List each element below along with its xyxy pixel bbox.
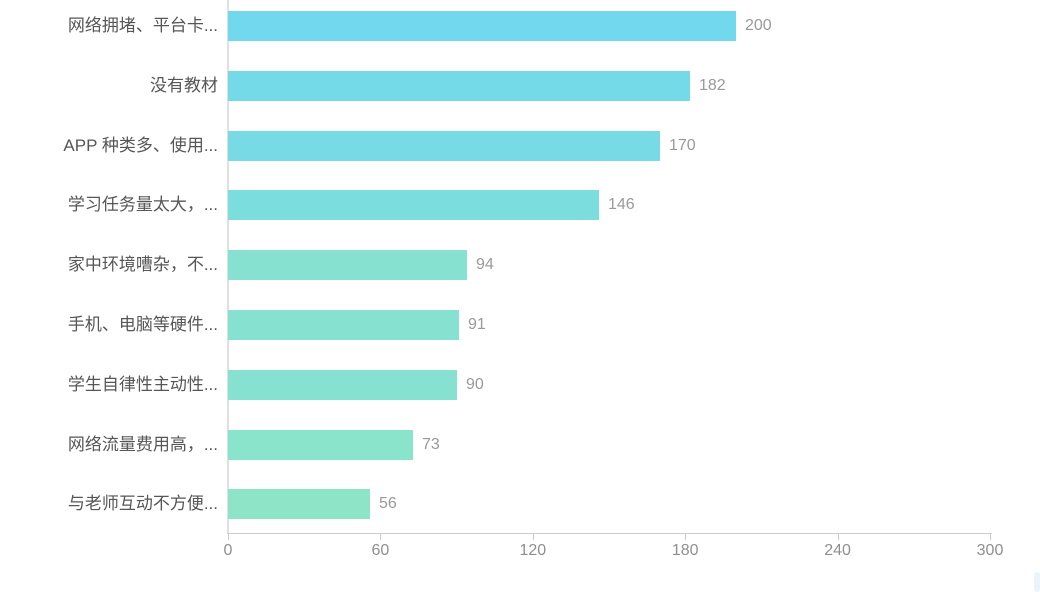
x-axis-tick-label: 300 bbox=[976, 542, 1004, 559]
scrollbar-thumb[interactable] bbox=[1034, 572, 1040, 592]
x-axis-line bbox=[227, 533, 992, 534]
category-label: 学习任务量太大，... bbox=[67, 195, 218, 215]
value-label: 200 bbox=[745, 17, 772, 34]
x-axis-tick bbox=[380, 534, 382, 540]
x-axis-tick-label: 60 bbox=[371, 542, 390, 559]
value-label: 73 bbox=[422, 435, 440, 453]
value-label: 170 bbox=[669, 136, 696, 154]
category-label: 家中环境嘈杂，不... bbox=[67, 254, 218, 274]
category-label: 网络拥堵、平台卡... bbox=[67, 15, 218, 35]
value-label: 146 bbox=[608, 196, 635, 214]
category-label: 没有教材 bbox=[150, 75, 218, 95]
bar[interactable] bbox=[228, 369, 457, 400]
value-label: 94 bbox=[476, 256, 494, 274]
x-axis-tick bbox=[228, 534, 229, 540]
category-label: 网络流量费用高，... bbox=[67, 434, 218, 454]
x-axis-tick bbox=[990, 534, 991, 540]
x-axis-tick-label: 240 bbox=[824, 542, 851, 559]
bar[interactable] bbox=[228, 11, 736, 41]
category-label: 手机、电脑等硬件... bbox=[67, 314, 218, 334]
value-label: 182 bbox=[699, 76, 726, 94]
x-axis-tick bbox=[837, 534, 839, 540]
category-label: 与老师互动不方便... bbox=[67, 494, 218, 514]
bar[interactable] bbox=[228, 429, 413, 460]
x-axis-tick bbox=[532, 534, 534, 540]
bar[interactable] bbox=[228, 70, 690, 101]
bar[interactable] bbox=[228, 130, 660, 161]
bar[interactable] bbox=[228, 250, 467, 281]
bar[interactable] bbox=[228, 310, 459, 340]
bar[interactable] bbox=[228, 190, 599, 221]
x-axis-tick-label: 120 bbox=[519, 542, 547, 559]
value-label: 91 bbox=[468, 316, 486, 333]
category-label: 学生自律性主动性... bbox=[67, 374, 218, 394]
x-axis-tick-label: 180 bbox=[671, 542, 699, 559]
value-label: 90 bbox=[466, 375, 484, 393]
x-axis-tick bbox=[685, 534, 687, 540]
value-label: 56 bbox=[379, 495, 397, 513]
category-label: APP 种类多、使用... bbox=[63, 135, 218, 155]
x-axis-tick-label: 0 bbox=[223, 542, 233, 559]
bar[interactable] bbox=[228, 489, 370, 520]
